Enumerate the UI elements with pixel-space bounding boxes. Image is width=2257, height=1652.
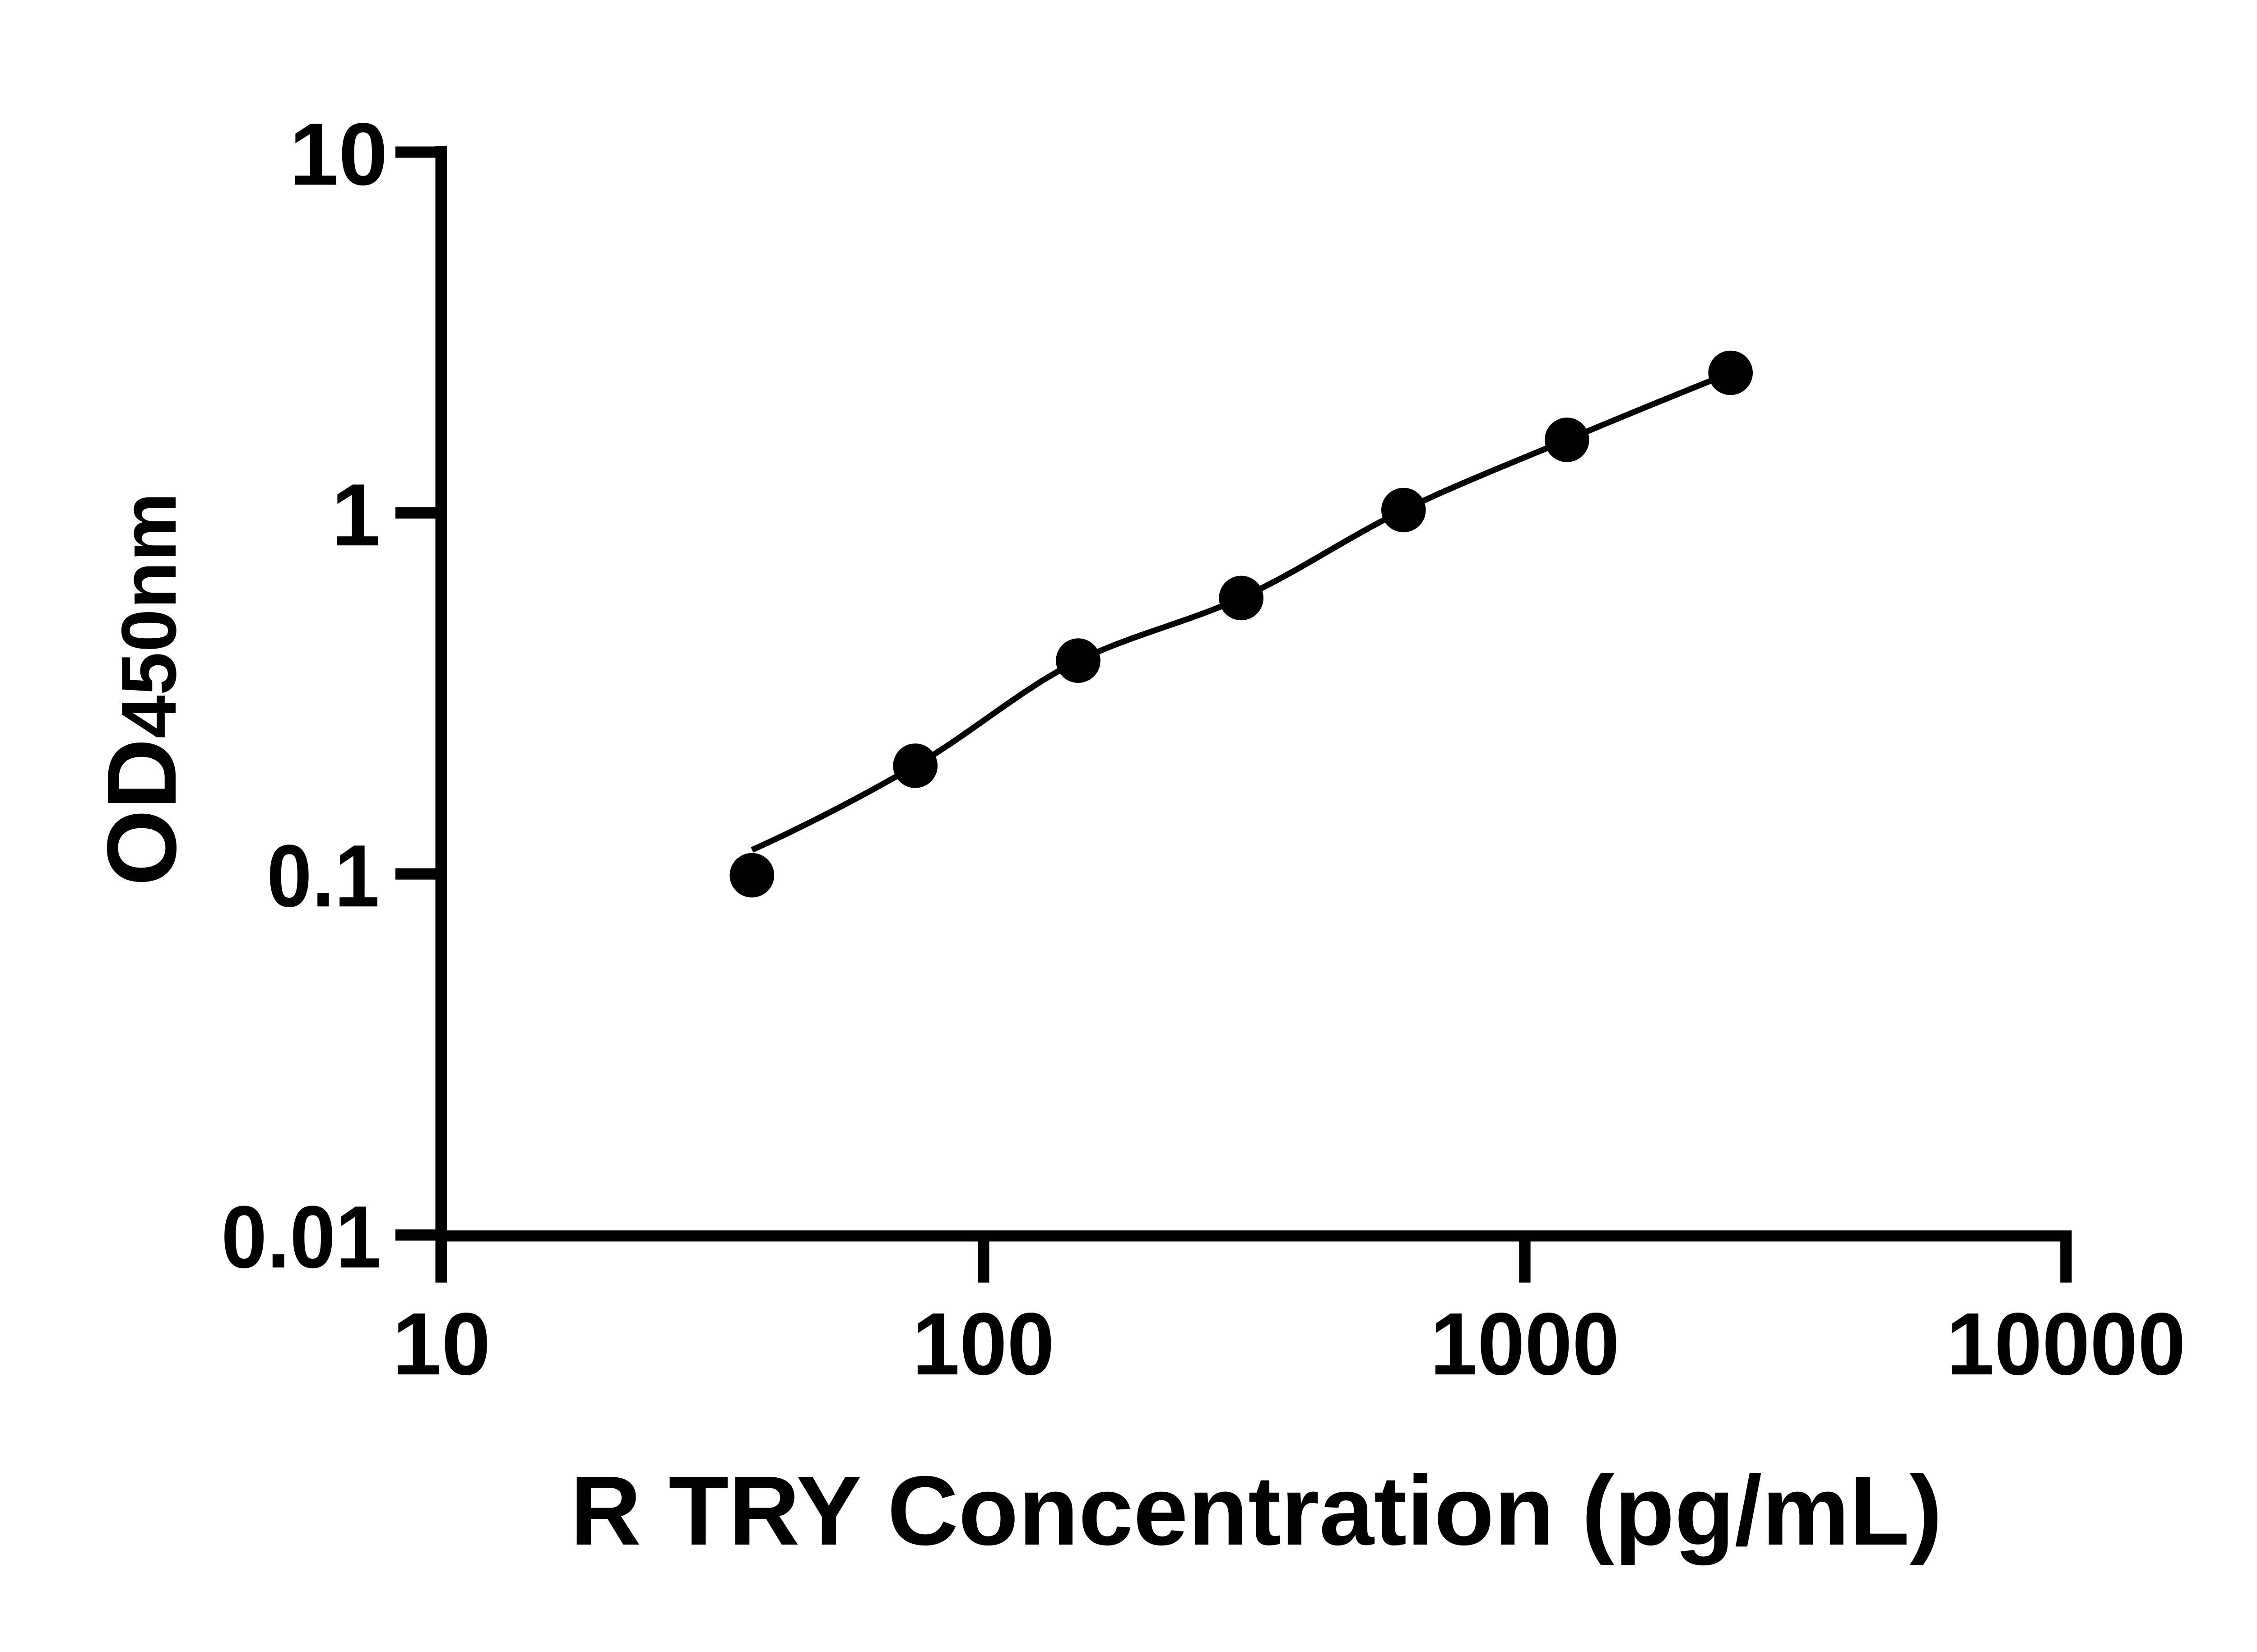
svg-text:100: 100 (912, 1295, 1054, 1393)
svg-text:10: 10 (392, 1295, 491, 1393)
svg-text:0.01: 0.01 (221, 1188, 381, 1286)
svg-text:10000: 10000 (1946, 1295, 2186, 1393)
svg-text:10: 10 (289, 105, 388, 204)
svg-text:1000: 1000 (1430, 1295, 1620, 1393)
svg-text:OD450nm: OD450nm (87, 492, 197, 886)
svg-text:0.1: 0.1 (267, 826, 380, 925)
svg-text:R TRY Concentration (pg/mL): R TRY Concentration (pg/mL) (570, 1456, 1942, 1566)
svg-text:1: 1 (331, 465, 381, 564)
